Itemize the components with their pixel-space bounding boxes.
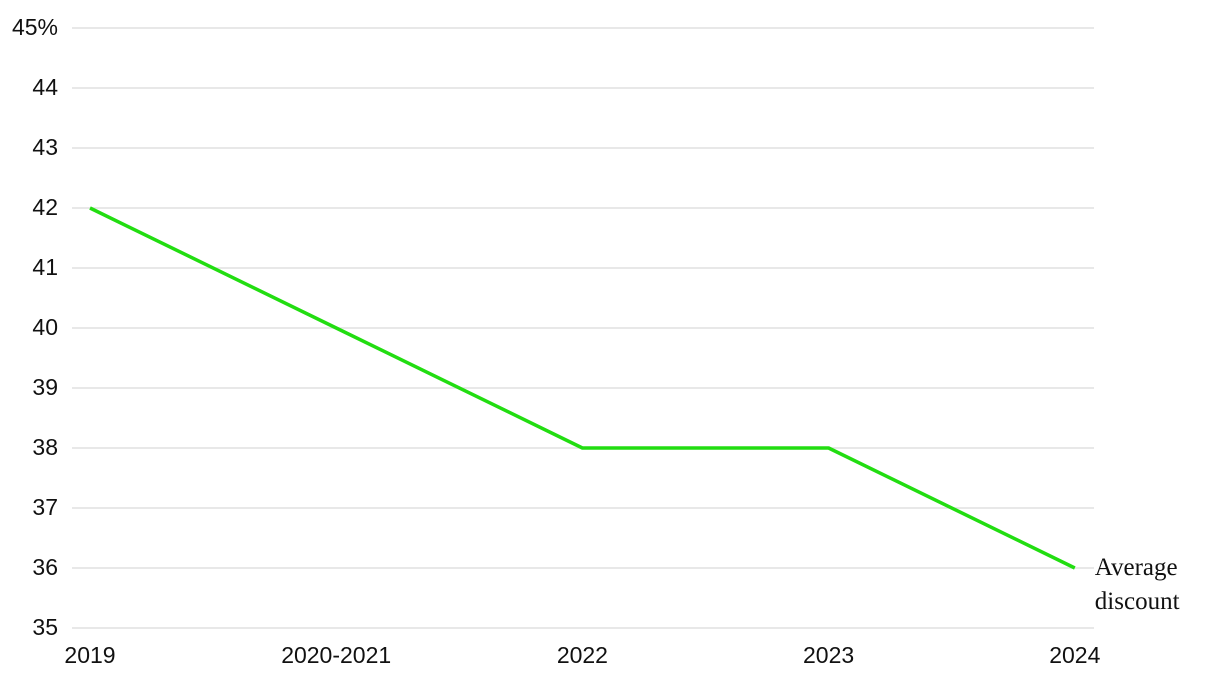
y-tick-label: 44 [32, 74, 58, 100]
x-tick-label: 2024 [1049, 642, 1100, 668]
x-tick-label: 2023 [803, 642, 854, 668]
y-tick-label: 41 [32, 254, 58, 280]
y-tick-label: 38 [32, 434, 58, 460]
y-tick-label: 43 [32, 134, 58, 160]
x-tick-label: 2019 [64, 642, 115, 668]
y-tick-label: 40 [32, 314, 58, 340]
y-tick-label: 36 [32, 554, 58, 580]
series-label: Average discount [1094, 554, 1180, 615]
x-tick-label: 2022 [557, 642, 608, 668]
y-tick-label: 45% [12, 14, 58, 40]
x-tick-label: 2020-2021 [281, 642, 391, 668]
y-tick-label: 39 [32, 374, 58, 400]
y-tick-label: 35 [32, 614, 58, 640]
y-tick-label: 37 [32, 494, 58, 520]
line [89, 206, 1076, 570]
y-tick-label: 42 [32, 194, 58, 220]
